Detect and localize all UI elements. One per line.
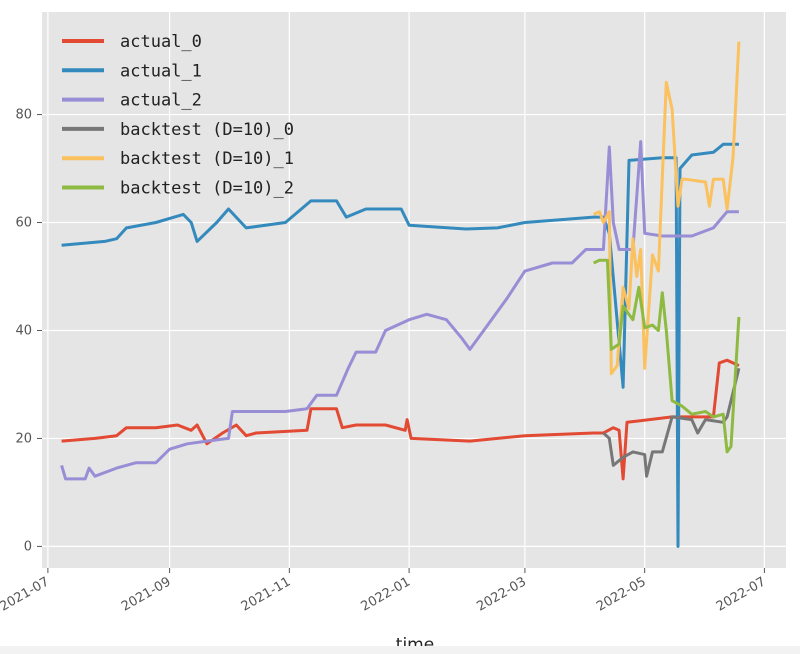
x-tick-label: 2022-07: [714, 574, 769, 614]
legend-label-4: backtest (D=10)_1: [120, 149, 294, 169]
legend-label-0: actual_0: [120, 32, 202, 52]
x-tick-label: 2021-07: [0, 574, 52, 614]
series-line-2: [60, 140, 739, 481]
legend-label-5: backtest (D=10)_2: [120, 179, 294, 199]
y-axis-ticks: 0 20 40 60 80: [15, 108, 42, 554]
x-tick-label: 2022-05: [594, 574, 649, 614]
y-tick-label: 80: [15, 108, 32, 123]
y-tick-label: 20: [15, 431, 32, 446]
series-line-0: [61, 358, 740, 481]
y-tick-label: 0: [24, 539, 32, 554]
bottom-strip: [0, 646, 800, 654]
series-line-5: [592, 258, 741, 454]
series-line-3: [602, 367, 741, 478]
plot-area: [42, 12, 786, 568]
x-axis-ticks: 2021-07 2021-09 2021-11 2022-01 2022-03 2022-…: [0, 568, 768, 615]
legend: actual_0 actual_1 actual_2 backtest (D=10)_…: [62, 32, 294, 199]
series-line-4: [592, 41, 741, 376]
legend-label-1: actual_1: [120, 61, 202, 81]
series-line-1: [61, 142, 739, 548]
legend-label-2: actual_2: [120, 91, 202, 111]
legend-label-3: backtest (D=10)_0: [120, 120, 294, 140]
series-layer: [60, 41, 741, 548]
y-tick-label: 60: [15, 216, 32, 231]
x-tick-label: 2022-03: [474, 574, 529, 614]
x-tick-label: 2022-01: [359, 574, 414, 614]
x-tick-label: 2021-09: [119, 574, 174, 614]
x-tick-label: 2021-11: [239, 574, 294, 614]
y-tick-label: 40: [15, 323, 32, 338]
